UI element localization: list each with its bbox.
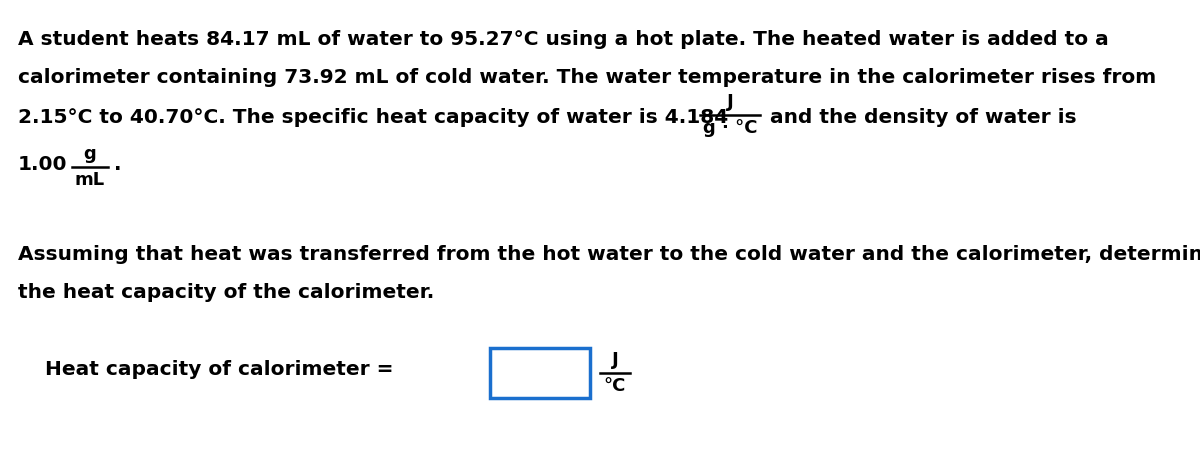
Text: g · °C: g · °C [703, 119, 757, 137]
Text: Heat capacity of calorimeter =: Heat capacity of calorimeter = [46, 360, 394, 379]
Text: J: J [727, 93, 733, 111]
Text: J: J [612, 351, 618, 369]
Text: calorimeter containing 73.92 mL of cold water. The water temperature in the calo: calorimeter containing 73.92 mL of cold … [18, 68, 1157, 87]
Text: 1.00: 1.00 [18, 155, 67, 174]
Text: A student heats 84.17 mL of water to 95.27°C using a hot plate. The heated water: A student heats 84.17 mL of water to 95.… [18, 30, 1109, 49]
Text: mL: mL [74, 171, 106, 189]
Text: °C: °C [604, 377, 626, 395]
Text: 2.15°C to 40.70°C. The specific heat capacity of water is 4.184: 2.15°C to 40.70°C. The specific heat cap… [18, 108, 728, 127]
FancyBboxPatch shape [490, 348, 590, 398]
Text: and the density of water is: and the density of water is [770, 108, 1076, 127]
Text: g: g [84, 145, 96, 163]
Text: Assuming that heat was transferred from the hot water to the cold water and the : Assuming that heat was transferred from … [18, 245, 1200, 264]
Text: .: . [114, 155, 121, 174]
Text: the heat capacity of the calorimeter.: the heat capacity of the calorimeter. [18, 283, 434, 302]
